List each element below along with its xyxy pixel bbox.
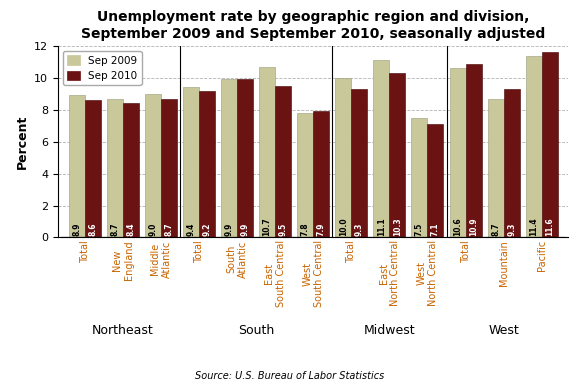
Bar <box>488 98 503 237</box>
Text: 11.1: 11.1 <box>377 217 386 236</box>
Bar <box>335 78 351 237</box>
Bar <box>297 113 313 237</box>
Bar <box>161 98 177 237</box>
Bar <box>450 68 466 237</box>
Text: 8.6: 8.6 <box>88 222 97 236</box>
Text: 8.7: 8.7 <box>110 222 119 236</box>
Text: 8.7: 8.7 <box>491 222 500 236</box>
Bar <box>68 95 85 237</box>
Bar <box>259 67 275 237</box>
Bar <box>107 98 123 237</box>
Bar <box>237 79 253 237</box>
Bar <box>145 94 161 237</box>
Text: 7.1: 7.1 <box>431 222 440 236</box>
Text: 9.4: 9.4 <box>186 222 195 236</box>
Text: 10.6: 10.6 <box>453 217 462 236</box>
Bar <box>183 87 199 237</box>
Text: 9.3: 9.3 <box>507 222 516 236</box>
Bar <box>313 111 329 237</box>
Text: 10.0: 10.0 <box>339 217 348 236</box>
Legend: Sep 2009, Sep 2010: Sep 2009, Sep 2010 <box>63 51 142 85</box>
Bar <box>503 89 520 237</box>
Bar <box>123 103 139 237</box>
Text: 8.7: 8.7 <box>164 222 173 236</box>
Bar <box>466 64 481 237</box>
Text: 11.4: 11.4 <box>529 217 538 236</box>
Y-axis label: Percent: Percent <box>16 115 28 169</box>
Text: 7.5: 7.5 <box>415 222 424 236</box>
Text: 9.0: 9.0 <box>148 222 157 236</box>
Text: 11.6: 11.6 <box>545 217 554 236</box>
Bar <box>85 100 101 237</box>
Title: Unemployment rate by geographic region and division,
September 2009 and Septembe: Unemployment rate by geographic region a… <box>81 10 545 41</box>
Bar <box>427 124 444 237</box>
Text: 8.9: 8.9 <box>72 222 81 236</box>
Bar <box>374 60 389 237</box>
Text: 9.9: 9.9 <box>241 222 249 236</box>
Text: 9.5: 9.5 <box>278 222 288 236</box>
Text: South: South <box>238 324 274 337</box>
Text: 8.4: 8.4 <box>126 222 135 236</box>
Bar <box>275 86 291 237</box>
Bar <box>199 91 215 237</box>
Bar <box>542 52 558 237</box>
Text: 7.8: 7.8 <box>300 222 310 236</box>
Text: Northeast: Northeast <box>92 324 154 337</box>
Bar <box>221 79 237 237</box>
Bar <box>389 73 405 237</box>
Text: 10.3: 10.3 <box>393 217 402 236</box>
Text: Source: U.S. Bureau of Labor Statistics: Source: U.S. Bureau of Labor Statistics <box>195 371 385 381</box>
Text: 9.9: 9.9 <box>224 222 234 236</box>
Text: 9.2: 9.2 <box>202 222 212 236</box>
Text: 9.3: 9.3 <box>355 222 364 236</box>
Text: 10.9: 10.9 <box>469 217 478 236</box>
Bar <box>411 118 427 237</box>
Text: 10.7: 10.7 <box>263 217 271 236</box>
Text: Midwest: Midwest <box>364 324 415 337</box>
Text: 7.9: 7.9 <box>317 222 326 236</box>
Bar <box>525 56 542 237</box>
Bar <box>351 89 367 237</box>
Text: West: West <box>488 324 519 337</box>
